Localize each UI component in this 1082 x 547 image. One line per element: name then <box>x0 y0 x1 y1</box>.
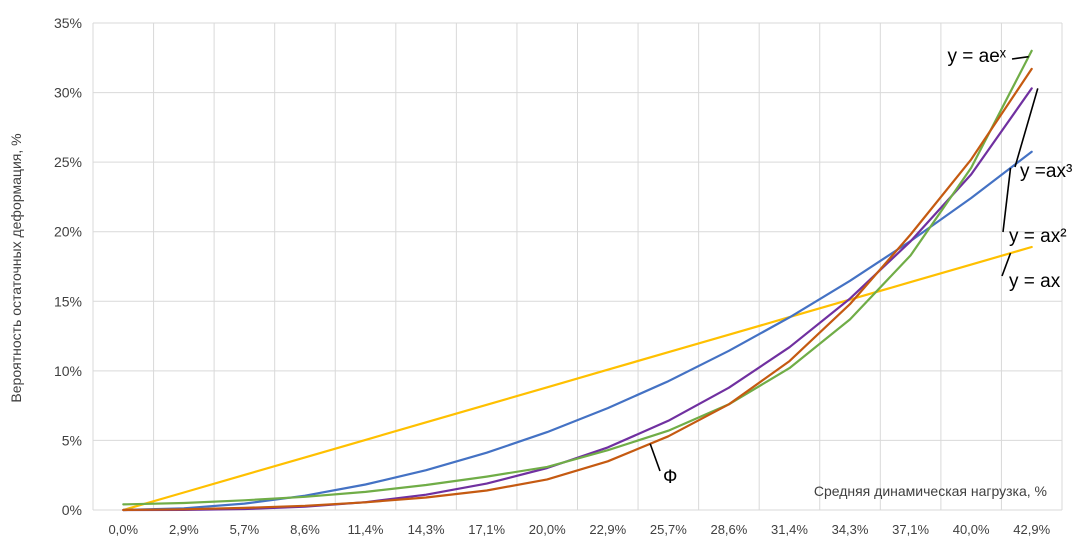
series-lines <box>122 49 1033 512</box>
series-line-0 <box>122 245 1033 512</box>
x-tick-label: 5,7% <box>230 522 260 537</box>
x-tick-label: 31,4% <box>771 522 808 537</box>
series-line-4 <box>122 67 1033 512</box>
x-tick-label: 17,1% <box>468 522 505 537</box>
x-tick-label: 11,4% <box>348 522 384 537</box>
x-tick-label: 42,9% <box>1013 522 1050 537</box>
x-tick-label: 2,9% <box>169 522 199 537</box>
gridlines <box>92 22 1063 511</box>
x-tick-label: 25,7% <box>650 522 687 537</box>
x-tick-label: 28,6% <box>710 522 747 537</box>
x-tick-label: 0,0% <box>108 522 138 537</box>
x-tick-label: 37,1% <box>892 522 929 537</box>
y-tick-label: 5% <box>62 432 82 448</box>
x-tick-label: 14,3% <box>408 522 445 537</box>
x-tick-label: 40,0% <box>953 522 990 537</box>
y-tick-label: 30% <box>54 85 82 101</box>
x-axis-label: Средняя динамическая нагрузка, % <box>814 483 1047 499</box>
annotation-leader-line <box>1011 55 1029 60</box>
y-tick-label: 0% <box>62 502 82 518</box>
series-annotation-label: y =ax³ <box>1020 161 1072 182</box>
x-tick-label: 22,9% <box>589 522 626 537</box>
y-tick-label: 25% <box>54 154 82 170</box>
y-tick-label: 20% <box>54 224 82 240</box>
x-tick-label: 34,3% <box>832 522 869 537</box>
y-axis-ticks: 0% 5% 10% 15% 20% 25% 30% 35% <box>54 15 82 518</box>
series-annotation-label: y = aeˣ <box>947 46 1006 67</box>
y-tick-label: 35% <box>54 15 82 31</box>
y-tick-label: 15% <box>54 293 82 309</box>
series-annotation-label: y = ax <box>1009 271 1061 292</box>
y-axis-label: Вероятность остаточных деформация, % <box>8 133 24 402</box>
y-tick-label: 10% <box>54 363 82 379</box>
series-annotation-label: y = ax² <box>1009 226 1067 247</box>
annotation-leader-line <box>1001 252 1012 277</box>
annotation-leader-line <box>1002 167 1012 233</box>
x-tick-label: 20,0% <box>529 522 566 537</box>
annotation-leader-line <box>1014 88 1039 168</box>
annotation-leader-line <box>649 443 661 472</box>
x-axis-ticks: 0,0% 2,9% 5,7% 8,6% 11,4% 14,3% 17,1% 20,0% 22,9… <box>108 522 1050 537</box>
x-tick-label: 8,6% <box>290 522 320 537</box>
series-annotations: y = ax y = ax² y =ax³ y = aeˣ Ф <box>649 46 1072 488</box>
series-line-3 <box>122 49 1033 506</box>
series-annotation-label: Ф <box>663 467 677 488</box>
